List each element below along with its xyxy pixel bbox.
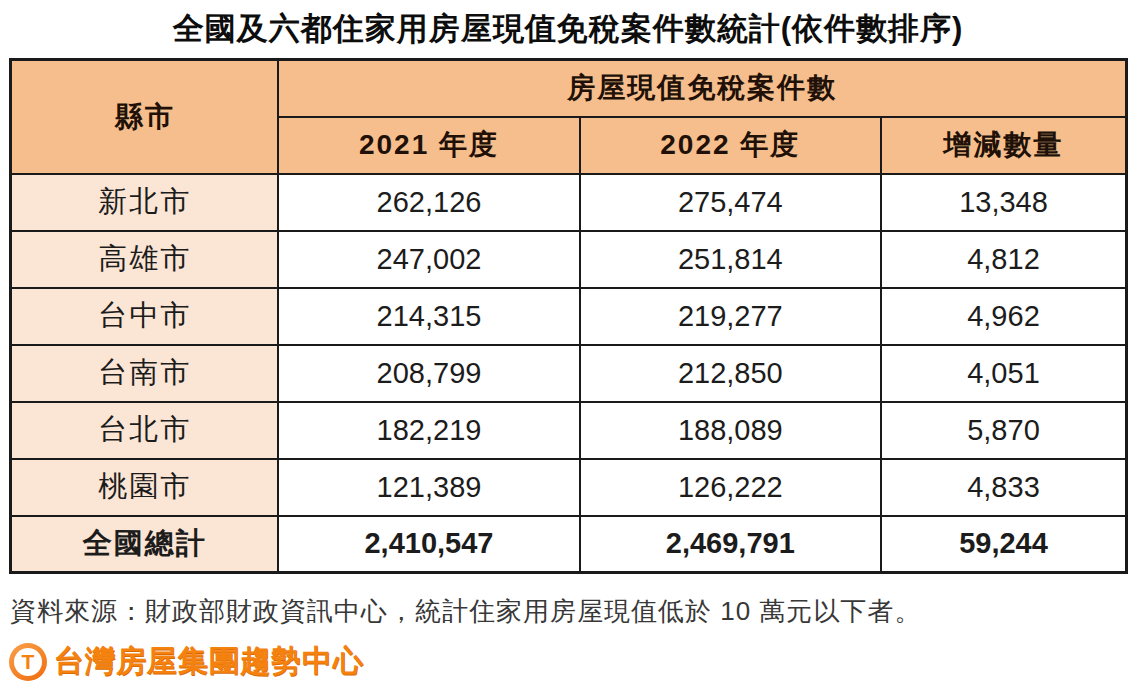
page-title: 全國及六都住家用房屋現值免稅案件數統計(依件數排序) xyxy=(0,0,1136,50)
value-diff-cell: 5,870 xyxy=(881,402,1127,459)
value-2021-cell: 262,126 xyxy=(278,174,579,231)
value-2022-cell: 251,814 xyxy=(580,231,881,288)
value-2022-cell: 126,222 xyxy=(580,459,881,516)
table-row: 高雄市 247,002 251,814 4,812 xyxy=(11,231,1127,288)
value-diff-cell: 4,051 xyxy=(881,345,1127,402)
city-cell: 台南市 xyxy=(11,345,279,402)
brand-circle-t-icon: T xyxy=(9,643,47,681)
total-row: 全國總計 2,410,547 2,469,791 59,244 xyxy=(11,516,1127,573)
value-diff-cell: 4,962 xyxy=(881,288,1127,345)
brand-logo: T 台灣房屋集團趨勢中心 xyxy=(9,641,1136,682)
column-header-2021: 2021 年度 xyxy=(278,117,579,174)
value-2021-cell: 214,315 xyxy=(278,288,579,345)
table-row: 新北市 262,126 275,474 13,348 xyxy=(11,174,1127,231)
table-row: 台北市 182,219 188,089 5,870 xyxy=(11,402,1127,459)
corner-header-city: 縣市 xyxy=(11,60,279,174)
city-cell: 台中市 xyxy=(11,288,279,345)
total-2021-cell: 2,410,547 xyxy=(278,516,579,573)
total-2022-cell: 2,469,791 xyxy=(580,516,881,573)
value-diff-cell: 4,812 xyxy=(881,231,1127,288)
city-cell: 桃園市 xyxy=(11,459,279,516)
value-2022-cell: 219,277 xyxy=(580,288,881,345)
total-label-cell: 全國總計 xyxy=(11,516,279,573)
value-2021-cell: 208,799 xyxy=(278,345,579,402)
column-header-diff: 增減數量 xyxy=(881,117,1127,174)
city-cell: 新北市 xyxy=(11,174,279,231)
group-header: 房屋現值免稅案件數 xyxy=(278,60,1126,117)
brand-logo-text: 台灣房屋集團趨勢中心 xyxy=(54,641,364,682)
table-row: 台中市 214,315 219,277 4,962 xyxy=(11,288,1127,345)
table-header: 縣市 房屋現值免稅案件數 2021 年度 2022 年度 增減數量 xyxy=(11,60,1127,174)
value-2022-cell: 275,474 xyxy=(580,174,881,231)
brand-logo-letter: T xyxy=(14,648,42,676)
stats-table: 縣市 房屋現值免稅案件數 2021 年度 2022 年度 增減數量 新北市 26… xyxy=(9,58,1128,574)
table-row: 台南市 208,799 212,850 4,051 xyxy=(11,345,1127,402)
table-row: 桃園市 121,389 126,222 4,833 xyxy=(11,459,1127,516)
value-diff-cell: 4,833 xyxy=(881,459,1127,516)
city-cell: 高雄市 xyxy=(11,231,279,288)
value-2021-cell: 182,219 xyxy=(278,402,579,459)
value-2022-cell: 188,089 xyxy=(580,402,881,459)
column-header-2022: 2022 年度 xyxy=(580,117,881,174)
source-note: 資料來源：財政部財政資訊中心，統計住家用房屋現值低於 10 萬元以下者。 xyxy=(10,594,1136,629)
value-2022-cell: 212,850 xyxy=(580,345,881,402)
total-diff-cell: 59,244 xyxy=(881,516,1127,573)
value-diff-cell: 13,348 xyxy=(881,174,1127,231)
value-2021-cell: 247,002 xyxy=(278,231,579,288)
value-2021-cell: 121,389 xyxy=(278,459,579,516)
city-cell: 台北市 xyxy=(11,402,279,459)
